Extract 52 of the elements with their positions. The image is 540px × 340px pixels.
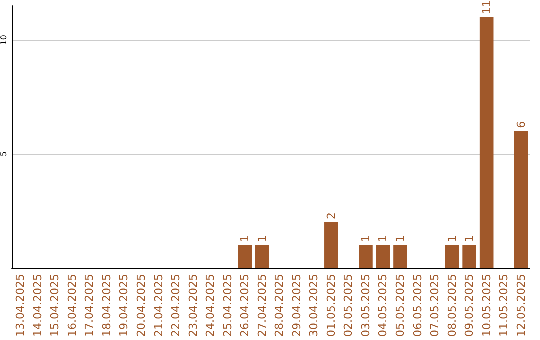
data-label: 1 — [446, 235, 459, 242]
x-tick-label: 10.05.2025 — [480, 274, 494, 338]
x-tick-label: 03.05.2025 — [359, 274, 372, 338]
x-tick-label: 23.04.2025 — [186, 274, 200, 338]
x-tick-label: 08.05.2025 — [446, 274, 459, 338]
x-tick-label: 09.05.2025 — [463, 274, 476, 338]
y-tick-label: 5 — [0, 152, 8, 157]
x-tick-label: 24.04.2025 — [204, 274, 218, 338]
x-tick-label: 16.04.2025 — [66, 274, 79, 338]
bar — [480, 17, 494, 268]
data-label: 1 — [394, 235, 407, 242]
x-tick-label: 27.04.2025 — [256, 274, 269, 338]
bar — [514, 131, 528, 268]
x-tick-label: 02.05.2025 — [342, 274, 356, 338]
x-tick-label: 06.05.2025 — [411, 274, 424, 338]
x-tick-label: 01.05.2025 — [324, 274, 338, 338]
bar — [376, 245, 390, 268]
x-tick-label: 04.05.2025 — [376, 274, 390, 338]
bar — [462, 245, 476, 268]
x-tick-label: 26.04.2025 — [238, 274, 252, 338]
bar — [445, 245, 460, 268]
x-tick-label: 29.04.2025 — [290, 274, 304, 338]
data-label: 1 — [256, 235, 269, 242]
x-tick-label: 22.04.2025 — [170, 274, 183, 338]
x-tick-label: 30.04.2025 — [308, 274, 321, 338]
data-label: 1 — [359, 235, 372, 242]
x-tick-label: 28.04.2025 — [273, 274, 286, 338]
x-tick-label: 21.04.2025 — [152, 274, 166, 338]
bar — [238, 245, 252, 268]
x-tick-label: 11.05.2025 — [498, 274, 511, 338]
y-tick-label: 10 — [0, 35, 8, 46]
data-label: 1 — [376, 235, 390, 242]
bar — [324, 222, 338, 268]
data-label: 6 — [514, 121, 528, 128]
x-tick-label: 17.04.2025 — [83, 274, 96, 338]
x-tick-label: 13.04.2025 — [14, 274, 28, 338]
data-label: 2 — [324, 212, 338, 220]
bar — [255, 245, 270, 268]
x-tick-label: 15.04.2025 — [48, 274, 62, 338]
x-tick-label: 14.04.2025 — [31, 274, 44, 338]
x-tick-label: 05.05.2025 — [394, 274, 407, 338]
x-tick-label: 07.05.2025 — [428, 274, 442, 338]
bar — [359, 245, 373, 268]
data-label: 1 — [238, 235, 252, 242]
x-tick-label: 12.05.2025 — [514, 274, 528, 338]
data-label: 11 — [480, 0, 494, 14]
x-tick-label: 20.04.2025 — [135, 274, 148, 338]
x-tick-label: 18.04.2025 — [100, 274, 114, 338]
bar — [394, 245, 408, 268]
data-label: 1 — [463, 235, 476, 242]
x-tick-label: 19.04.2025 — [118, 274, 131, 338]
x-tick-label: 25.04.2025 — [221, 274, 234, 338]
